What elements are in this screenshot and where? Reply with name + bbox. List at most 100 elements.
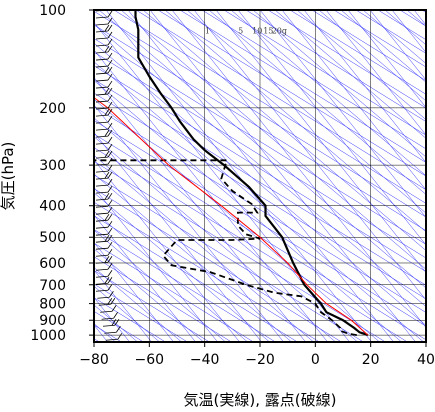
wind-barb-staff [95, 282, 109, 285]
wind-barb [98, 298, 116, 306]
wind-barb [101, 312, 118, 320]
reference-line [94, 80, 402, 342]
reference-line [94, 201, 320, 342]
reference-line [281, 10, 426, 191]
wind-barb [105, 333, 123, 341]
wind-barb-staff [95, 219, 109, 222]
reference-line [94, 132, 262, 342]
reference-line [289, 10, 426, 95]
mixing-ratio-label: 10 [252, 26, 262, 35]
reference-line [94, 173, 292, 342]
wind-barb-flag [107, 199, 113, 207]
wind-barb [95, 45, 113, 54]
reference-line [94, 136, 336, 342]
wind-barb [95, 31, 113, 40]
reference-line [94, 229, 226, 342]
wind-barb-flag [107, 38, 113, 46]
wind-barb [95, 220, 113, 229]
reference-line [94, 214, 196, 342]
wind-barb-flag [107, 234, 113, 242]
wind-barb-flag [104, 255, 110, 263]
wind-barb [95, 115, 113, 124]
wind-barb-staff [102, 324, 116, 327]
wind-barb [95, 255, 113, 264]
wind-barb-staff [95, 163, 109, 166]
reference-line [94, 106, 426, 313]
wind-barb-flag [107, 157, 113, 165]
reference-line [94, 215, 298, 342]
x-tick-label: −20 [245, 352, 275, 368]
x-tick-label: 0 [311, 352, 320, 368]
reference-line [94, 174, 364, 342]
reference-line [94, 24, 426, 232]
reference-line [193, 10, 426, 301]
reference-line [215, 10, 426, 273]
wind-barb [95, 241, 113, 250]
series-layer [94, 10, 369, 337]
reference-line [94, 49, 328, 342]
wind-barb [102, 319, 120, 327]
wind-barb-flag [107, 122, 113, 130]
mixing-ratio-label: 20g [272, 26, 287, 35]
reference-line [94, 38, 426, 245]
wind-barb-staff [95, 114, 109, 117]
wind-barb-flag [107, 129, 113, 137]
wind-barb-flag [104, 108, 110, 116]
wind-barb-flag [107, 263, 113, 270]
wind-barb-flag [104, 234, 110, 242]
reference-line [94, 229, 276, 342]
reference-line [94, 65, 426, 272]
wind-barb-staff [95, 58, 109, 61]
wind-barb [95, 52, 113, 61]
wind-barb-flag [107, 277, 113, 284]
wind-barb-flag [107, 164, 113, 172]
reference-line [94, 117, 358, 342]
y-tick-label: 200 [39, 101, 66, 117]
wind-barb-flag [107, 80, 113, 88]
y-tick-label: 800 [39, 297, 66, 313]
wind-barb [95, 178, 113, 187]
wind-barb [95, 10, 113, 19]
grid-lines [94, 10, 426, 342]
reference-line [94, 42, 426, 326]
parcel-line [94, 97, 369, 336]
wind-barb [95, 108, 113, 117]
wind-barb-flag [104, 129, 110, 137]
wind-barb-staff [95, 72, 109, 75]
wind-barb-staff [95, 240, 109, 243]
x-tick-label: 20 [362, 352, 380, 368]
wind-barb-flag [104, 213, 110, 221]
wind-barb-flag [107, 192, 113, 200]
wind-barb-staff [95, 177, 109, 180]
wind-barb-flag [107, 298, 113, 305]
wind-barb [95, 87, 113, 96]
reference-line [94, 211, 248, 342]
wind-barb-flag [107, 87, 113, 95]
wind-barb-staff [95, 100, 109, 103]
x-tick-label: −60 [135, 352, 165, 368]
wind-barb [95, 277, 113, 285]
wind-barb-flag [104, 150, 110, 158]
wind-barb-flag [107, 31, 113, 39]
reference-line [94, 104, 284, 342]
reference-line [186, 10, 426, 214]
wind-barb [95, 94, 113, 103]
wind-barb-flag [107, 73, 113, 81]
wind-barb-staff [95, 198, 109, 201]
y-tick-label: 400 [39, 199, 66, 215]
wind-barb-flag [107, 17, 113, 25]
wind-barb [95, 157, 113, 166]
wind-barb [95, 129, 113, 138]
wind-barb-flag [111, 305, 117, 312]
wind-barb-flag [107, 115, 113, 123]
wind-barb [95, 213, 113, 222]
background-reference-lines [94, 10, 426, 342]
wind-barb-staff [105, 338, 118, 341]
wind-barb [95, 73, 113, 82]
reference-line [369, 10, 426, 81]
wind-barb-staff [95, 233, 109, 236]
wind-barb-flag [107, 171, 113, 179]
wind-barb-staff [95, 23, 109, 26]
reference-line [94, 248, 204, 342]
reference-line [303, 10, 426, 163]
